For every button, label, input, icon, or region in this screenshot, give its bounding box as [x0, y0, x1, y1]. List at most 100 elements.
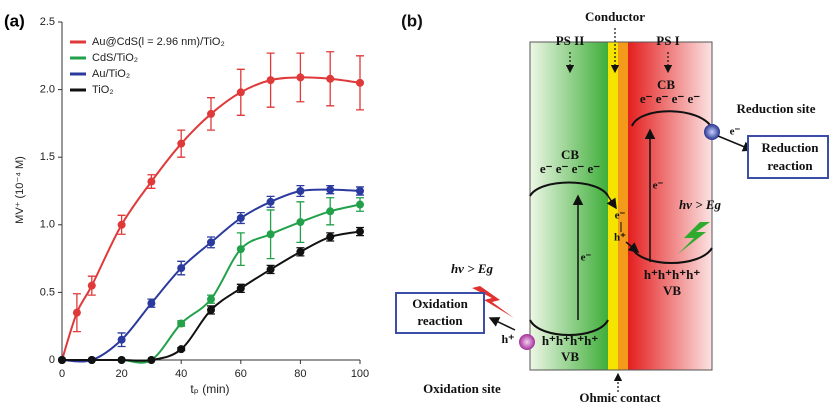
data-point — [177, 139, 186, 148]
data-point — [207, 295, 215, 304]
y-tick-label: 0 — [49, 354, 55, 366]
data-point — [177, 345, 186, 354]
vb-band — [631, 247, 713, 264]
y-tick-label: 1.5 — [40, 151, 55, 163]
label: h⁺h⁺h⁺h⁺ — [542, 333, 599, 348]
label: PS II — [556, 33, 585, 48]
data-point — [296, 187, 305, 195]
label: e⁻ — [653, 180, 664, 192]
data-point — [207, 305, 215, 314]
label: e⁻ — [615, 210, 626, 222]
legend-label: CdS/TiO₂ — [92, 52, 138, 64]
data-point — [87, 356, 96, 364]
x-tick-label: 80 — [294, 368, 306, 380]
data-point — [326, 74, 335, 83]
label: h⁺h⁺h⁺h⁺ — [644, 267, 701, 282]
data-point — [236, 284, 245, 293]
y-tick-label: 2.5 — [40, 16, 55, 28]
label: reaction — [767, 158, 813, 173]
data-point — [266, 76, 275, 85]
data-point — [326, 185, 335, 194]
arrow — [606, 195, 617, 210]
reduction-site — [704, 124, 720, 140]
data-point — [296, 73, 305, 82]
data-point — [117, 335, 126, 344]
chart-a: MV⁺ (10⁻⁴ M) tₚ (min) 0 0.5 1.0 1.5 2.0 2.5 0 2… — [14, 16, 369, 396]
data-point — [266, 197, 275, 206]
x-tick-label: 0 — [59, 368, 65, 380]
data-point — [147, 299, 156, 308]
label: CB — [561, 147, 579, 162]
y-tick-label: 1.0 — [40, 219, 55, 231]
data-point — [296, 247, 305, 256]
label: VB — [561, 349, 579, 364]
series-line — [62, 203, 361, 364]
frame — [529, 41, 713, 371]
label: Reduction — [761, 140, 819, 155]
data-point — [87, 281, 96, 290]
reduction-box — [747, 135, 829, 179]
label: Ohmic contact — [579, 390, 661, 405]
data-point — [326, 207, 335, 216]
ps1-region — [628, 42, 712, 370]
vb-band — [529, 319, 609, 336]
data-point — [58, 356, 66, 364]
label: reaction — [417, 313, 463, 328]
contact-region — [618, 42, 628, 370]
y-tick-label: 0.5 — [40, 286, 55, 298]
label: e⁻ — [730, 126, 741, 138]
data-point — [177, 319, 186, 328]
label: h⁺ — [501, 332, 514, 346]
data-point — [266, 265, 275, 274]
data-point — [236, 88, 245, 97]
diagram-b: (b) Conductor PS II PS I CB e⁻ e⁻ e⁻ e⁻ … — [395, 9, 829, 405]
label: e⁻ — [581, 252, 592, 264]
data-point — [117, 356, 126, 364]
arrow — [488, 317, 516, 331]
cb-band — [631, 110, 713, 129]
data-point — [356, 187, 364, 195]
data-point — [147, 177, 156, 186]
label: h⁺ — [614, 232, 626, 244]
x-tick-label: 20 — [115, 368, 127, 380]
lightning — [678, 222, 710, 254]
panel-label: (a) — [4, 11, 25, 30]
label: VB — [663, 283, 681, 298]
data-point — [72, 308, 81, 317]
y-tick-label: 2.0 — [40, 84, 55, 96]
oxidation-box — [395, 292, 485, 334]
label: Oxidation — [412, 296, 468, 311]
y-axis-label: MV⁺ (10⁻⁴ M) — [14, 156, 26, 224]
label: e⁻ e⁻ e⁻ e⁻ — [540, 161, 600, 176]
lightning — [472, 286, 514, 318]
arrow — [717, 135, 754, 152]
label: Reduction site — [736, 101, 815, 116]
cb-band — [529, 181, 609, 197]
panel-label: (b) — [401, 11, 423, 30]
data-point — [177, 264, 186, 273]
ps2-region — [530, 42, 608, 370]
label: Conductor — [585, 9, 645, 24]
label: hν > Eg — [679, 197, 722, 212]
legend-label: Au/TiO₂ — [92, 68, 130, 80]
label: hν > Eg — [451, 261, 494, 276]
data-point — [147, 356, 156, 364]
label: CB — [657, 77, 675, 92]
label: Oxidation site — [423, 381, 501, 396]
data-point — [266, 230, 275, 239]
x-tick-label: 40 — [175, 368, 187, 380]
conductor-region — [608, 42, 618, 370]
data-point — [117, 220, 126, 229]
x-tick-label: 60 — [235, 368, 247, 380]
x-axis-label: tₚ (min) — [190, 382, 229, 396]
data-point — [236, 214, 245, 223]
oxidation-site — [519, 334, 535, 350]
data-point — [207, 109, 215, 118]
data-point — [296, 218, 305, 227]
data-point — [236, 245, 245, 254]
data-point — [356, 227, 364, 236]
data-point — [326, 232, 335, 241]
label: PS I — [656, 33, 679, 48]
